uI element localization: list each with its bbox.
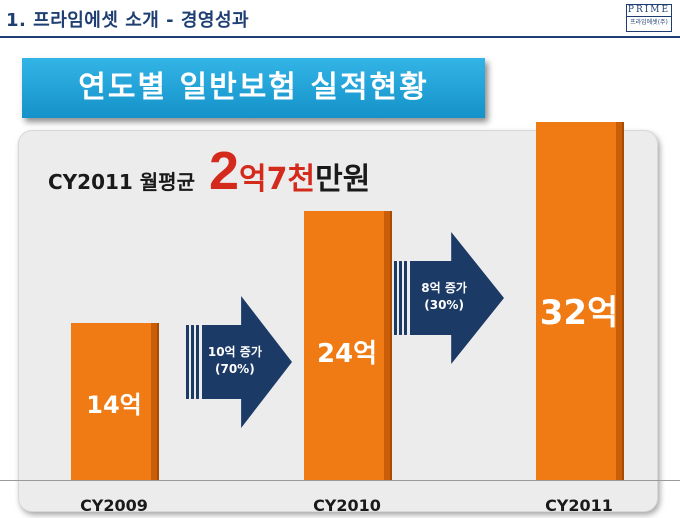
growth-arrow-label: 10억 증가 (70%) [207,345,262,376]
highlight-big-number: 2 [209,141,240,201]
bar-cy2011 [536,122,622,480]
x-tick-label: CY2011 [545,496,613,515]
header-divider [0,36,680,38]
bar-cy2009 [71,323,157,480]
logo-sub-text: 프라임에셋(주) [630,19,668,26]
header-title: 1. 프라임에셋 소개 - 경영성과 [6,10,250,31]
highlight-number: 7 [266,162,288,197]
bar-value-label: 24억 [316,338,378,369]
logo-main-text: PRIME [627,5,671,17]
x-axis-line [0,480,680,481]
highlight-text: CY2011 월평균 2억7천만원 [48,140,370,202]
bar-value-label: 32억 [539,292,619,333]
x-tick-label: CY2009 [80,496,148,515]
bar-cy2010 [304,211,390,480]
growth-arrow [186,296,292,428]
x-tick-label: CY2010 [313,496,381,515]
highlight-suffix: 만원 [315,162,371,197]
bar-value-label: 14억 [86,391,142,420]
growth-arrow [394,232,504,364]
highlight-unit-eok: 억 [239,162,267,197]
company-logo: PRIME 프라임에셋(주) [626,4,672,32]
highlight-unit-cheon: 천 [287,162,316,197]
growth-arrow-label: 8억 증가 (30%) [421,281,467,312]
chart-title-banner: 연도별 일반보험 실적현황 [22,58,485,118]
highlight-prefix: CY2011 월평균 [48,170,195,194]
